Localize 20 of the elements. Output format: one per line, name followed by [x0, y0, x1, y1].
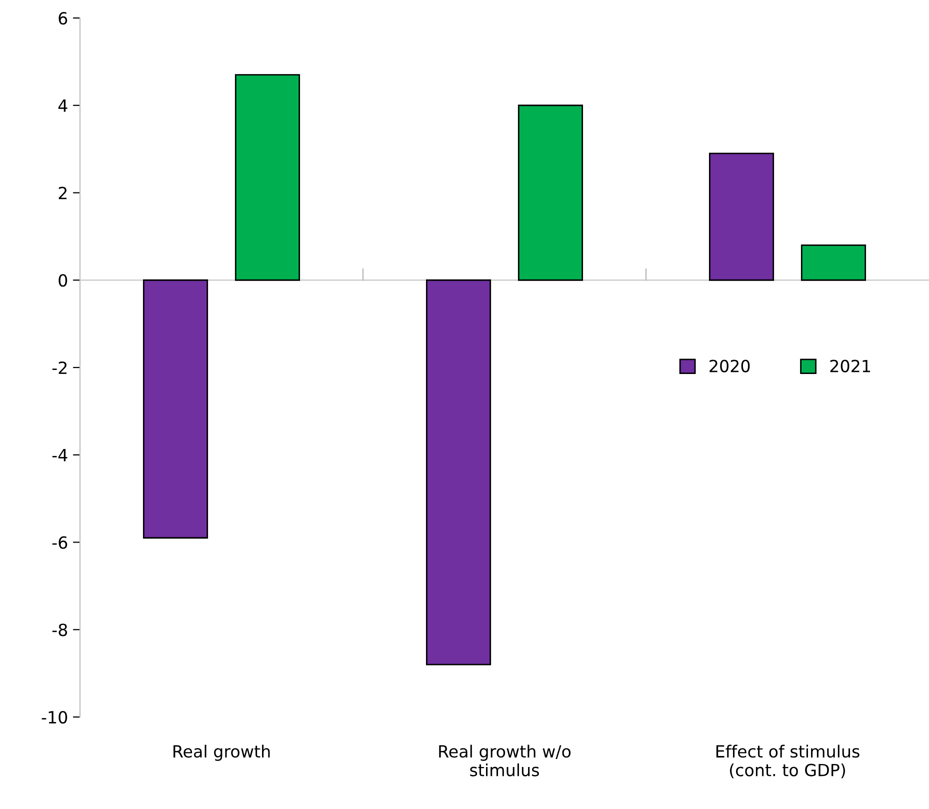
- bar: [708, 152, 774, 281]
- y-tick-label: 2: [58, 186, 67, 200]
- y-tick-label: 0: [58, 274, 68, 287]
- y-tick-label: -4: [52, 449, 68, 462]
- x-tick-label: Real growth w/o stimulus: [439, 744, 571, 776]
- bar: [426, 279, 492, 666]
- bar: [800, 244, 866, 281]
- y-tick-label: 6: [58, 12, 68, 25]
- x-tick-label: Real growth: [174, 744, 270, 761]
- y-tick-label: -6: [52, 536, 68, 549]
- x-tick-label: Effect of stimulus (cont. to GDP): [716, 744, 860, 778]
- bar: [142, 279, 208, 539]
- bar: [518, 104, 584, 281]
- bar: [234, 74, 300, 281]
- legend-label: 2020: [710, 360, 750, 372]
- y-tick-label: -10: [42, 710, 68, 724]
- y-tick-label: -8: [52, 624, 68, 636]
- legend-label: 2021: [830, 360, 870, 372]
- y-tick-label: -2: [52, 361, 67, 374]
- y-tick-label: 4: [58, 100, 68, 112]
